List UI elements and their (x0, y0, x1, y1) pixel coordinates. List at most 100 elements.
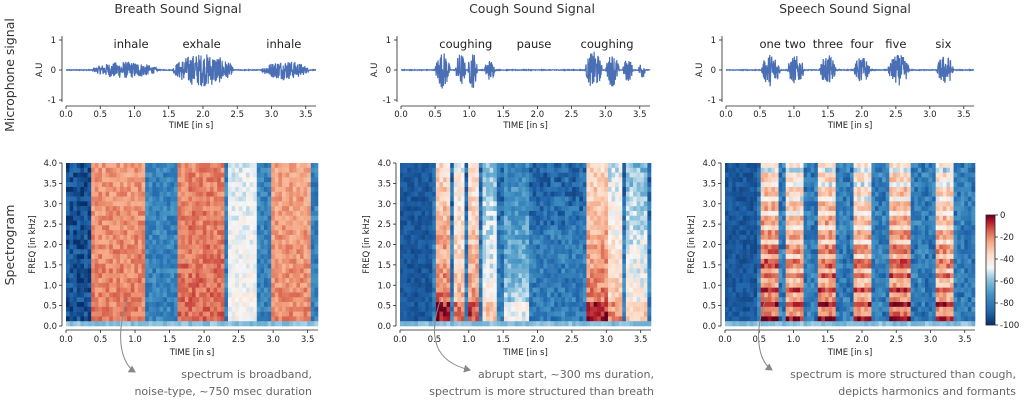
spectrogram-cell (532, 297, 537, 303)
spectrogram-cell (604, 215, 609, 221)
spectrogram-cell (460, 201, 465, 207)
spectrogram-cell (274, 306, 279, 312)
spectrogram-cell (130, 215, 135, 221)
spectrogram-cell (421, 273, 426, 279)
spectrogram-cell (307, 172, 312, 178)
spectrogram-cell (647, 206, 652, 212)
spectrogram-cell (98, 282, 103, 288)
spectrogram-cell (271, 268, 276, 274)
spectrogram-cell (120, 254, 124, 260)
spectrogram-cell (611, 230, 616, 236)
spectrogram-cell (640, 230, 645, 236)
spectrogram-cell (496, 254, 501, 260)
spectrogram-cell (539, 249, 544, 255)
spectrogram-cell (156, 306, 160, 312)
spectrogram-cell (615, 177, 620, 183)
spectrogram-cell (640, 254, 645, 260)
spectrogram-cell (109, 321, 114, 327)
spectrogram-cell (410, 177, 415, 183)
spectrogram-cell (307, 215, 312, 221)
spectrogram-cell (604, 239, 609, 245)
spectrogram-cell (443, 191, 447, 197)
spectrogram-cell (170, 172, 175, 178)
spectrogram-cell (564, 258, 569, 264)
spectrogram-cell (206, 177, 211, 183)
spectrogram-cell (511, 254, 516, 260)
spectrogram-cell (202, 177, 207, 183)
spectrogram-cell (629, 234, 634, 240)
spectrogram-cell (507, 311, 512, 317)
spectrogram-cell (170, 230, 175, 236)
spectrogram-cell (116, 254, 121, 260)
spectrogram-cell (496, 225, 501, 231)
spectrogram-cell (568, 311, 573, 317)
spectrogram-cell (181, 302, 186, 308)
spectrogram-cell (478, 311, 483, 317)
spectrogram-cell (600, 191, 605, 197)
spectrogram-cell (511, 287, 516, 293)
spectrogram-cell (246, 201, 250, 207)
spectrogram-cell (314, 273, 319, 279)
spectrogram-cell (224, 172, 229, 178)
spectrogram-cell (529, 163, 533, 169)
spectrogram-cell (163, 220, 168, 226)
spectrogram-cell (69, 302, 74, 308)
spectrogram-cell (69, 321, 74, 327)
spectrogram-cell (199, 258, 204, 264)
spectrogram-cell (503, 297, 508, 303)
spectrogram-cell (120, 230, 124, 236)
spectrogram-cell (550, 225, 555, 231)
spectrogram-cell (532, 287, 537, 293)
spectrogram-cell (112, 239, 117, 245)
spectrogram-cell (529, 297, 533, 303)
spectrogram-cell (604, 186, 609, 193)
spectrogram-cell (615, 206, 620, 212)
spectrogram-cell (636, 206, 641, 212)
spectrogram-cell (728, 225, 733, 231)
spectrogram-cell (253, 282, 258, 288)
spectrogram-cell (482, 225, 487, 231)
spectrogram-cell (112, 254, 117, 260)
spectrogram-cell (188, 321, 193, 327)
spectrogram-cell (568, 220, 573, 226)
spectrogram-cell (184, 177, 189, 183)
spectrogram-cell (130, 230, 135, 236)
spectrogram-cell (482, 163, 487, 169)
spectrogram-cell (303, 215, 308, 221)
spectrogram-cell (496, 316, 501, 322)
spectrogram-cell (525, 273, 530, 279)
spectrogram-cell (597, 210, 602, 217)
annotation-arrow (434, 297, 471, 373)
spectrogram-cell (507, 316, 512, 322)
spectrogram-cell (242, 172, 247, 178)
spectrogram-cell (582, 182, 587, 188)
spectrogram-cell (536, 282, 541, 288)
spectrogram-cell (296, 206, 301, 212)
spectrogram-cell (640, 268, 645, 274)
spectrogram-cell (514, 287, 519, 293)
spectrogram-cell (271, 167, 276, 173)
spectrogram-cell (643, 230, 648, 236)
spectrogram-cell (643, 311, 648, 317)
spectrogram-cell (543, 287, 548, 293)
spectrogram-cell (192, 287, 196, 293)
spectrogram-cell (503, 321, 508, 327)
spectrogram-cell (156, 244, 160, 250)
spectrogram-cell (303, 273, 308, 279)
spectrogram-cell (600, 297, 605, 303)
spectrogram-cell (647, 230, 652, 236)
spectrogram-cell (87, 182, 92, 188)
spectrogram-cell (511, 182, 516, 188)
spectrogram-cell (303, 316, 308, 322)
spectrogram-cell (468, 177, 473, 183)
spectrogram-cell (116, 206, 121, 212)
spectrogram-cell (174, 191, 178, 197)
spectrogram-cell (282, 167, 286, 173)
spectrogram-cell (600, 210, 605, 217)
spectrogram-cell (407, 225, 412, 231)
spectrogram-cell (536, 163, 541, 169)
spectrogram-cell (87, 302, 92, 308)
spectrogram-cell (554, 182, 559, 188)
spectrogram-cell (134, 311, 139, 317)
spectrogram-cell (489, 302, 494, 308)
